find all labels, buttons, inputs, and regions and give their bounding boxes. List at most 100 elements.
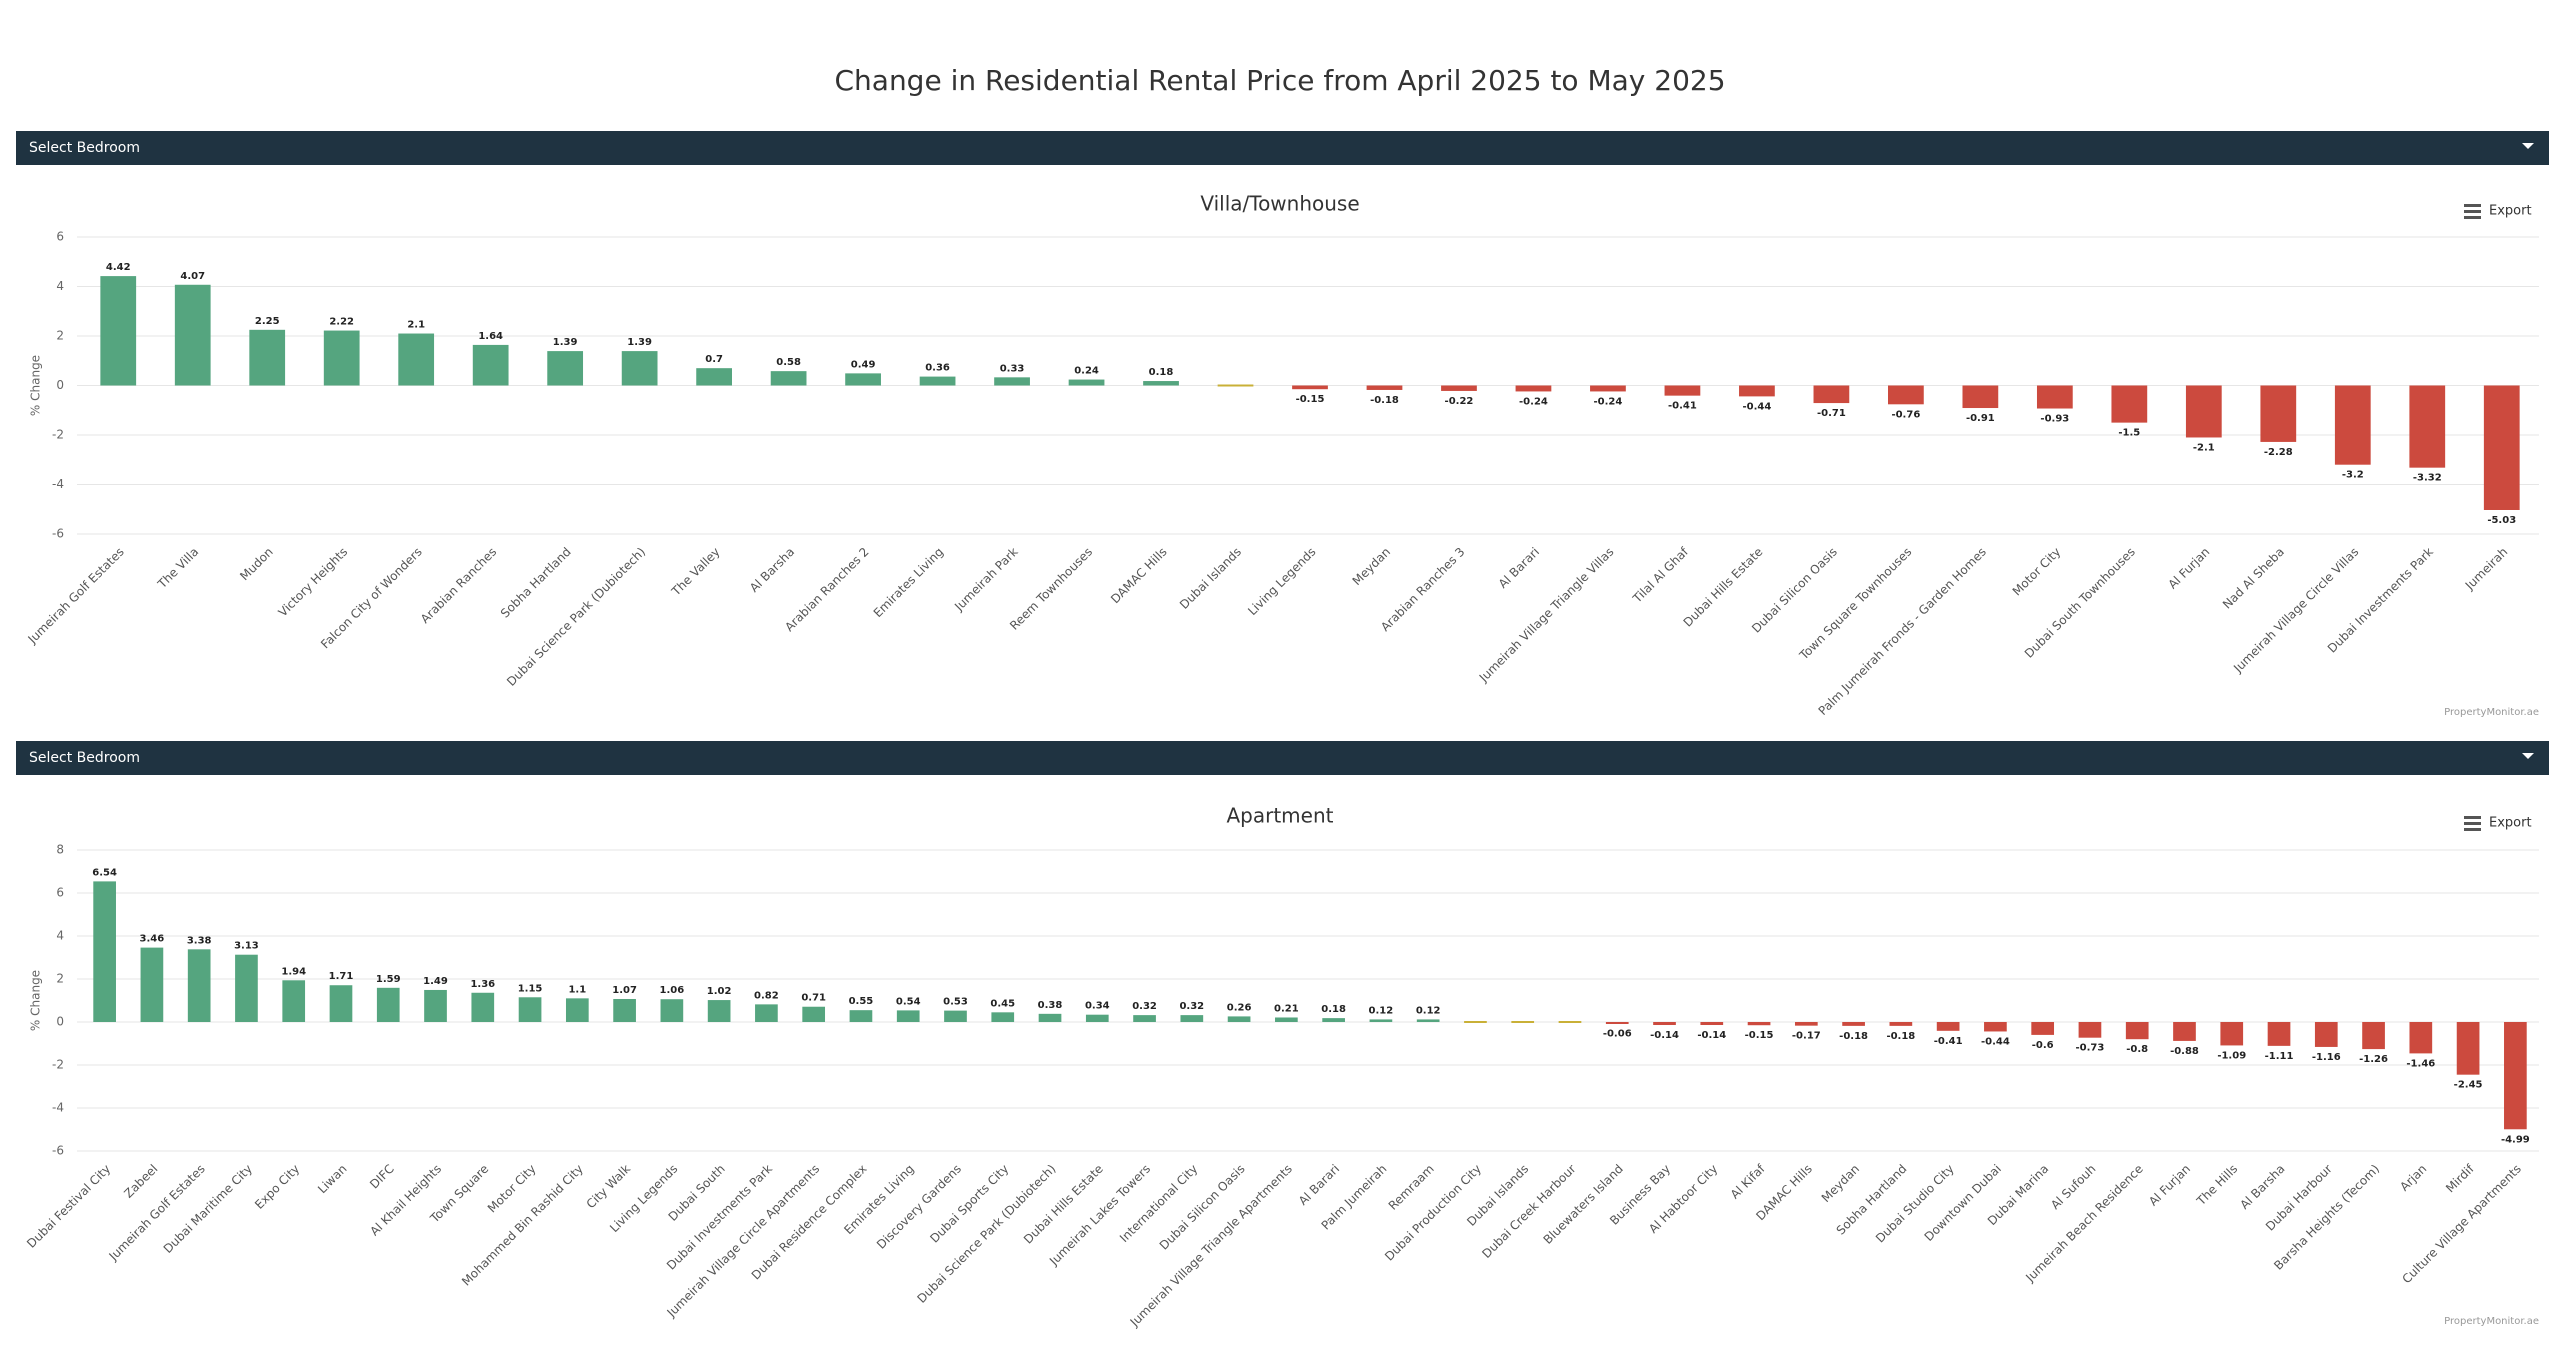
bar	[2111, 385, 2148, 423]
x-tick-label: Dubai Maritime City	[161, 1162, 255, 1256]
bar	[755, 1004, 778, 1022]
y-tick-label: -2	[52, 428, 64, 442]
data-label: 0.38	[1038, 1000, 1063, 1011]
data-label: -0.76	[1891, 409, 1920, 420]
x-tick-label: Arabian Ranches 3	[1378, 545, 1467, 634]
bar	[1664, 385, 1701, 396]
export-label[interactable]: Export	[2489, 204, 2532, 219]
export-icon[interactable]	[2464, 816, 2481, 819]
data-label: 0.34	[1085, 1001, 1110, 1012]
bar	[1813, 385, 1850, 404]
data-label: -0.41	[1934, 1036, 1963, 1047]
y-tick-label: 4	[56, 279, 64, 293]
bar	[621, 351, 658, 386]
x-tick-label: Al Barari	[1296, 1162, 1342, 1208]
bar	[1133, 1015, 1156, 1022]
x-tick-label: Sobha Hartland	[498, 545, 574, 621]
bar	[2456, 1022, 2480, 1075]
bar	[2504, 1022, 2527, 1130]
data-label: 4.42	[106, 262, 131, 273]
filter-label: Select Bedroom	[29, 140, 140, 156]
data-label: -0.44	[1981, 1036, 2010, 1047]
data-label: -1.46	[2406, 1058, 2435, 1069]
export-icon[interactable]	[2464, 216, 2481, 219]
x-tick-label: Living Legends	[1245, 545, 1318, 618]
data-label: 1.59	[376, 974, 401, 985]
data-label: 0.12	[1416, 1005, 1441, 1016]
bar	[2362, 1022, 2385, 1050]
filter-bar[interactable]	[16, 131, 2549, 165]
data-label: 1.94	[281, 966, 306, 977]
data-label: -0.6	[2032, 1040, 2054, 1051]
x-tick-label: Liwan	[315, 1162, 350, 1197]
data-label: -0.88	[2170, 1046, 2199, 1057]
export-label[interactable]: Export	[2489, 816, 2532, 831]
x-tick-label: Dubai Hills Estate	[1681, 545, 1766, 630]
bar	[1068, 379, 1105, 386]
bar	[1369, 1019, 1393, 1022]
x-tick-label: Jumeirah Village Triangle Villas	[1476, 545, 1617, 686]
bar	[2334, 385, 2371, 465]
x-tick-label: Jumeirah Golf Estates	[106, 1162, 208, 1264]
data-label: -0.15	[1296, 394, 1325, 405]
data-label: 0.18	[1321, 1004, 1346, 1015]
bar	[2267, 1022, 2291, 1046]
data-label: -0.18	[1886, 1031, 1915, 1042]
data-label: -0.22	[1445, 396, 1474, 407]
page-title: Change in Residential Rental Price from …	[834, 64, 1725, 97]
x-tick-label: The Hills	[2193, 1162, 2240, 1209]
x-tick-label: Motor City	[2010, 545, 2064, 599]
bar	[1416, 1019, 1440, 1022]
data-label: -2.28	[2264, 447, 2293, 458]
bar	[944, 1010, 967, 1022]
export-icon[interactable]	[2464, 204, 2481, 207]
bar	[235, 954, 258, 1022]
data-label: -0.15	[1745, 1030, 1774, 1041]
chart-title: Apartment	[1226, 804, 1333, 828]
data-label: 1.36	[470, 979, 495, 990]
chart-title: Villa/Townhouse	[1200, 192, 1359, 216]
x-tick-label: Victory Heights	[276, 545, 351, 620]
bar	[1227, 1016, 1251, 1022]
x-tick-label: Al Furjan	[2165, 545, 2212, 592]
x-tick-label: Remraam	[1386, 1162, 1437, 1213]
data-label: 0.36	[925, 363, 950, 374]
bar	[100, 276, 137, 386]
data-label: -0.24	[1519, 396, 1548, 407]
x-tick-label: Arabian Ranches 2	[782, 545, 871, 634]
data-label: 1.71	[329, 971, 354, 982]
bar	[329, 985, 353, 1022]
bar	[1888, 385, 1924, 405]
y-tick-label: 0	[56, 1015, 64, 1029]
y-tick-label: 4	[56, 929, 64, 943]
y-tick-label: 2	[56, 972, 64, 986]
x-tick-label: Dubai Hills Estate	[1021, 1162, 1106, 1247]
bar	[1747, 1022, 1771, 1026]
data-label: 0.32	[1132, 1001, 1157, 1012]
bar	[802, 1006, 826, 1022]
y-axis-title: % Change	[29, 355, 43, 416]
export-icon[interactable]	[2464, 822, 2481, 825]
export-icon[interactable]	[2464, 828, 2481, 831]
bar	[471, 992, 495, 1022]
data-label: 0.54	[896, 996, 921, 1007]
bar	[2260, 385, 2297, 442]
data-label: -1.5	[2118, 428, 2140, 439]
bar	[1143, 381, 1179, 386]
bar	[2314, 1022, 2338, 1047]
data-label: 1.07	[612, 985, 637, 996]
x-tick-label: Jumeirah Village Triangle Apartments	[1127, 1162, 1295, 1330]
x-tick-label: Al Sufouh	[2048, 1162, 2098, 1212]
data-label: 1.1	[568, 984, 586, 995]
bar	[424, 989, 447, 1022]
bar	[1515, 385, 1552, 392]
export-icon[interactable]	[2464, 210, 2481, 213]
bar	[1441, 385, 1477, 391]
data-label: -0.17	[1792, 1031, 1821, 1042]
filter-bar[interactable]	[16, 741, 2549, 775]
x-tick-label: Al Kifaf	[1728, 1161, 1768, 1201]
y-tick-label: -6	[52, 527, 64, 541]
bar	[1366, 385, 1403, 390]
data-label: 0.58	[776, 357, 801, 368]
